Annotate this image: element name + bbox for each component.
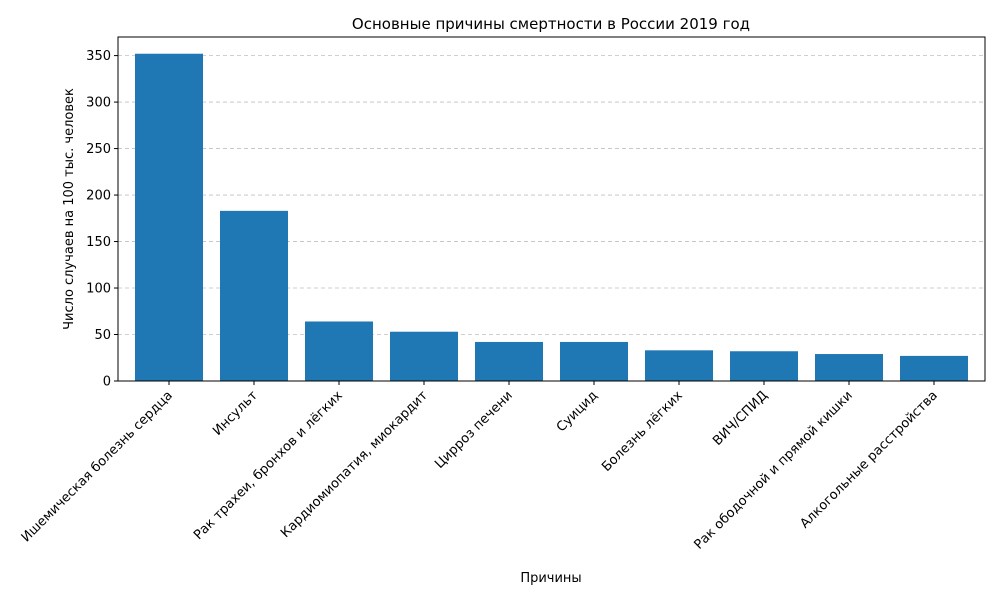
x-tick-label: Кардиомиопатия, миокардит — [278, 388, 431, 541]
bars — [135, 53, 968, 381]
x-axis-label: Причины — [520, 571, 581, 586]
y-tick-label: 0 — [103, 375, 111, 390]
x-tick-label: Алкогольные расстройства — [797, 388, 940, 531]
grid-lines — [118, 55, 985, 335]
x-tick-label: Ишемическая болезнь сердца — [19, 388, 176, 545]
x-tick-label: Цирроз печени — [432, 388, 516, 472]
x-tick-label: Рак трахеи, бронхов и лёгких — [191, 388, 346, 543]
y-tick-label: 200 — [86, 189, 111, 204]
bar — [135, 53, 203, 381]
y-tick-label: 50 — [94, 328, 111, 343]
y-axis-label: Число случаев на 100 тыс. человек — [62, 88, 77, 330]
y-tick-label: 250 — [86, 142, 111, 157]
x-tick-label: Суицид — [554, 388, 601, 435]
plot-frame — [117, 36, 986, 382]
x-tick-label: Рак ободочной и прямой кишки — [692, 388, 856, 552]
bar — [900, 355, 968, 381]
bar — [645, 350, 713, 381]
bar — [560, 341, 628, 381]
bar — [730, 351, 798, 381]
x-tick-label: Болезнь лёгких — [599, 388, 686, 475]
y-tick-label: 100 — [86, 282, 111, 297]
y-tick-label: 150 — [86, 235, 111, 250]
y-tick-label: 300 — [86, 96, 111, 111]
bar — [815, 354, 883, 381]
bar — [390, 331, 458, 381]
x-tick-label: ВИЧ/СПИД — [710, 388, 771, 449]
chart-title: Основные причины смертности в России 201… — [352, 15, 750, 33]
bar — [475, 341, 543, 381]
bar — [305, 321, 373, 381]
x-tick-label: Инсульт — [210, 388, 261, 439]
y-axis-ticks: 0 50 100 150 200 250 300 350 — [86, 49, 118, 390]
y-tick-label: 350 — [86, 49, 111, 64]
bar — [220, 210, 288, 381]
